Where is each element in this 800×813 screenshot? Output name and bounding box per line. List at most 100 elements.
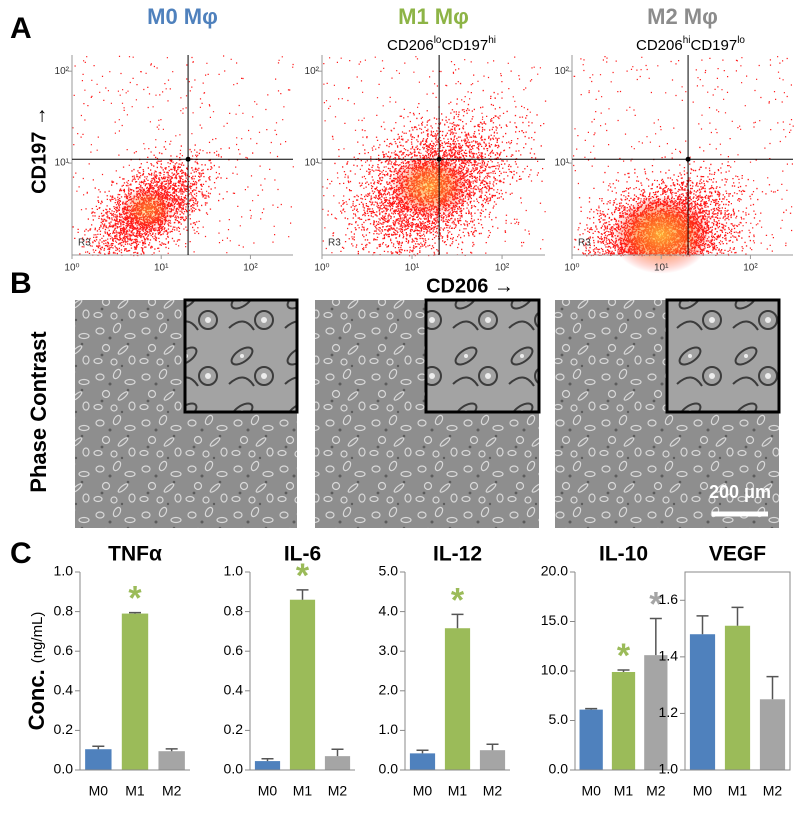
bar xyxy=(759,699,786,770)
error-bar xyxy=(416,749,429,754)
plot-subtitle: CD206loCD197hi xyxy=(387,35,496,54)
chart-title: IL-10 xyxy=(599,543,648,566)
y-tick-label: 0.2 xyxy=(224,721,244,737)
error-bar xyxy=(129,611,141,614)
y-tick-label: 1.6 xyxy=(659,591,679,607)
plot-title: M2 Mφ xyxy=(647,4,718,29)
density-core xyxy=(611,195,712,274)
error-bar xyxy=(165,748,178,752)
gate-label: R3 xyxy=(328,238,341,249)
y-axis-label: CD197 → xyxy=(28,106,50,194)
y-tick-label: 1.4 xyxy=(659,648,679,664)
inset xyxy=(183,298,299,414)
x-tick-label: M1 xyxy=(293,783,313,799)
significance-marker: * xyxy=(128,580,142,618)
bar xyxy=(689,634,716,770)
y-tick-label: 5.0 xyxy=(549,711,569,727)
bar xyxy=(479,750,506,770)
gate-label: R3 xyxy=(578,238,591,249)
inset xyxy=(665,298,781,414)
bar xyxy=(254,761,281,770)
x-tick-label: 10¹ xyxy=(654,263,669,274)
bar xyxy=(85,749,112,770)
y-tick-label: 10² xyxy=(305,66,320,77)
y-tick-label: 3.0 xyxy=(379,642,399,658)
x-tick-label: M1 xyxy=(448,783,468,799)
bar xyxy=(611,671,636,770)
x-tick-label: 10¹ xyxy=(154,263,169,274)
significance-marker: * xyxy=(296,557,310,595)
error-bar xyxy=(696,615,709,635)
chart-title: IL-12 xyxy=(433,543,482,566)
row-label: Phase Contrast xyxy=(26,331,51,493)
x-tick-label: 10⁰ xyxy=(564,263,579,274)
panel-label: A xyxy=(10,12,32,45)
y-tick-label: 0.6 xyxy=(224,642,244,658)
y-tick-label: 10.0 xyxy=(541,662,568,678)
event-cloud xyxy=(72,55,294,257)
y-tick-label: 10¹ xyxy=(55,158,70,169)
y-tick-label: 4.0 xyxy=(379,602,399,618)
error-bar xyxy=(649,617,662,656)
y-tick-label: 2.0 xyxy=(379,682,399,698)
x-tick-label: M0 xyxy=(413,783,433,799)
x-tick-label: M2 xyxy=(328,783,348,799)
error-bar xyxy=(486,743,499,751)
panel-label: B xyxy=(10,267,32,300)
y-tick-label: 0.4 xyxy=(54,682,74,698)
y-label-unit: (ng/mL) xyxy=(29,612,46,664)
y-tick-label: 10¹ xyxy=(305,158,320,169)
x-tick-label: M1 xyxy=(125,783,145,799)
subtitle-part: CD197 xyxy=(691,37,738,54)
y-tick-label: 20.0 xyxy=(541,563,568,579)
plot-title: M0 Mφ xyxy=(147,4,218,29)
gate-label: R3 xyxy=(78,238,91,249)
x-tick-label: 10² xyxy=(495,263,510,274)
subtitle-part: CD206 xyxy=(387,37,434,54)
gate-center xyxy=(436,156,442,162)
x-tick-label: M2 xyxy=(763,783,783,799)
x-tick-label: 10⁰ xyxy=(64,263,79,274)
y-axis-label: Conc. (ng/mL) xyxy=(24,612,49,731)
y-tick-label: 1.0 xyxy=(659,761,679,777)
bar xyxy=(121,613,149,770)
y-tick-label: 0.8 xyxy=(54,602,74,618)
x-tick-label: M2 xyxy=(646,783,666,799)
significance-marker: * xyxy=(649,586,663,624)
density-core xyxy=(390,154,471,218)
y-tick-label: 0.0 xyxy=(224,761,244,777)
bar xyxy=(324,756,351,770)
y-tick-label: 1.0 xyxy=(379,721,399,737)
error-bar xyxy=(296,589,309,600)
chart-title: VEGF xyxy=(709,543,766,566)
x-tick-label: M0 xyxy=(258,783,278,799)
bar xyxy=(579,709,603,770)
error-bar xyxy=(92,745,105,750)
subtitle-part: hi xyxy=(488,35,496,46)
subtitle-part: lo xyxy=(434,35,442,46)
y-tick-label: 15.0 xyxy=(541,612,568,628)
y-tick-label: 1.2 xyxy=(659,704,679,720)
scale-bar-label: 200 μm xyxy=(709,482,771,502)
x-tick-label: M2 xyxy=(162,783,182,799)
x-tick-label: M2 xyxy=(483,783,503,799)
y-tick-label: 5.0 xyxy=(379,563,399,579)
significance-marker: * xyxy=(451,581,465,619)
y-tick-label: 1.0 xyxy=(54,563,74,579)
inset xyxy=(424,298,541,414)
gate-center xyxy=(185,156,191,162)
x-tick-label: 10² xyxy=(743,263,758,274)
panel-label: C xyxy=(10,537,32,570)
y-tick-label: 0.6 xyxy=(54,642,74,658)
y-tick-label: 1.0 xyxy=(224,563,244,579)
y-tick-label: 10¹ xyxy=(555,158,570,169)
bar xyxy=(444,628,471,770)
chart-title: IL-6 xyxy=(284,543,321,566)
error-bar xyxy=(261,757,274,762)
y-tick-label: 0.2 xyxy=(54,721,74,737)
x-tick-label: M0 xyxy=(89,783,109,799)
y-tick-label: 0.0 xyxy=(54,761,74,777)
bar xyxy=(644,655,668,770)
y-tick-label: 10² xyxy=(555,66,570,77)
